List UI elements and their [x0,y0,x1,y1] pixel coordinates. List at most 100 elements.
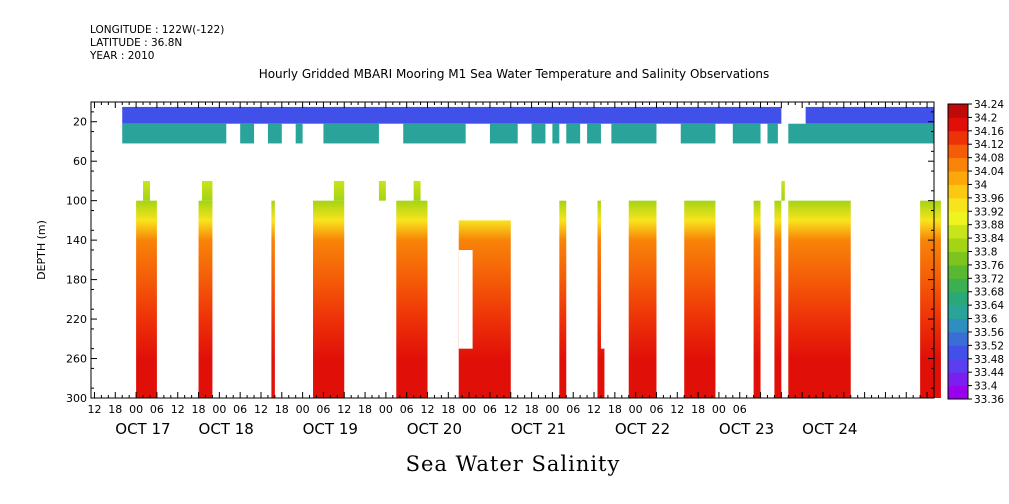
colorbar-swatch [948,331,968,346]
surface-bin-lower [531,123,546,144]
colorbar-swatch [948,318,968,333]
colorbar-swatch [948,211,968,226]
colorbar-label: 33.84 [974,233,1004,245]
y-tick-label: 220 [66,313,87,326]
surface-bin-lower [240,123,255,144]
colorbar-label: 33.64 [974,300,1004,312]
x-tick-label: 12 [670,403,684,416]
surface-bin-upper [805,106,934,124]
surface-bin-lower [489,123,518,144]
deep-segment [920,200,941,398]
colorbar-swatch [948,171,968,185]
chart-title: Hourly Gridded MBARI Mooring M1 Sea Wate… [258,67,770,81]
x-tick-label: 06 [483,403,497,416]
x-tick-label: 06 [150,403,164,416]
x-tick-label: 12 [87,403,101,416]
y-tick-label: 100 [66,195,87,208]
colorbar-label: 33.72 [974,273,1004,285]
y-axis-label: DEPTH (m) [35,220,48,280]
x-tick-label: 12 [254,403,268,416]
x-tick-label: 00 [545,403,559,416]
y-tick-label: 20 [73,116,87,129]
colorbar-swatch [948,117,968,132]
x-tick-label: 12 [171,403,185,416]
x-tick-label: 00 [212,403,226,416]
x-tick-label: 06 [400,403,414,416]
longitude-label: LONGITUDE : 122W(-122) [90,24,225,36]
colorbar-swatch [948,291,968,306]
metadata-block: LONGITUDE : 122W(-122) LATITUDE : 36.8N … [90,24,224,63]
colorbar-swatch [948,372,968,387]
colorbar-label: 33.8 [974,247,997,259]
colorbar-label: 33.56 [974,327,1004,339]
y-tick-label: 180 [66,274,87,287]
colorbar-swatch [948,184,968,199]
colorbar-label: 34.04 [974,166,1004,178]
y-tick-label: 260 [66,353,87,366]
surface-bin-lower [403,123,466,144]
surface-bin-lower [323,123,379,144]
colorbar-label: 33.68 [974,287,1004,299]
date-label: OCT 23 [719,420,774,438]
deep-segment [396,200,428,398]
surface-bin-lower [552,123,560,144]
colorbar-label: 33.44 [974,367,1004,379]
surface-bin-lower [295,123,303,144]
colorbar-label: 33.4 [974,381,998,393]
deep-segment [313,200,345,398]
deep-segment [684,200,716,398]
x-tick-label: 18 [608,403,622,416]
colorbar-swatch [948,157,968,172]
x-tick-label: 00 [129,403,143,416]
deep-segment [774,200,782,398]
deep-segment [198,200,213,398]
colorbar-swatch [948,264,968,279]
x-tick-label: 00 [712,403,726,416]
x-tick-label: 06 [233,403,247,416]
colorbar-swatch [948,238,968,252]
colorbar-label: 33.36 [974,394,1004,406]
deep-segment [136,200,157,398]
colorbar-swatch [948,278,968,293]
x-tick-label: 12 [587,403,601,416]
x-tick-label: 06 [566,403,580,416]
colorbar-label: 33.92 [974,206,1004,218]
x-tick-label: 00 [629,403,643,416]
deep-segment [628,200,657,398]
y-tick-label: 60 [73,155,87,168]
surface-bin-lower [788,123,934,144]
x-tick-label: 12 [337,403,351,416]
colorbar-swatch [948,345,968,360]
colorbar-label: 34.24 [974,99,1004,111]
colorbar-label: 33.76 [974,260,1004,272]
surface-bin-lower [680,123,716,144]
surface-bin-lower [122,123,227,144]
data-gap [458,250,473,349]
x-tick-label: 00 [296,403,310,416]
plot-area [122,106,941,398]
colorbar-label: 34.08 [974,153,1004,165]
colorbar-swatch [948,104,968,118]
surface-bin-lower [732,123,761,144]
surface-bin-lower [566,123,581,144]
colorbar-swatch [948,358,968,373]
colorbar-label: 34.2 [974,112,997,124]
colorbar-swatch [948,130,968,145]
x-tick-label: 18 [192,403,206,416]
deep-segment [753,200,761,398]
x-tick-label: 18 [275,403,289,416]
x-tick-label: 12 [421,403,435,416]
colorbar-swatch [948,305,968,320]
colorbar-label: 34.16 [974,126,1004,138]
x-tick-label: 18 [358,403,372,416]
x-tick-label: 06 [316,403,330,416]
colorbar-label: 33.96 [974,193,1004,205]
deep-segment-top [378,180,386,201]
latitude-label: LATITUDE : 36.8N [90,37,183,49]
colorbar-label: 34 [974,179,988,191]
colorbar-label: 34.12 [974,139,1004,151]
colorbar-swatch [948,144,968,159]
deep-segment-top [202,180,213,201]
colorbar-label: 33.48 [974,354,1004,366]
x-tick-label: 18 [691,403,705,416]
